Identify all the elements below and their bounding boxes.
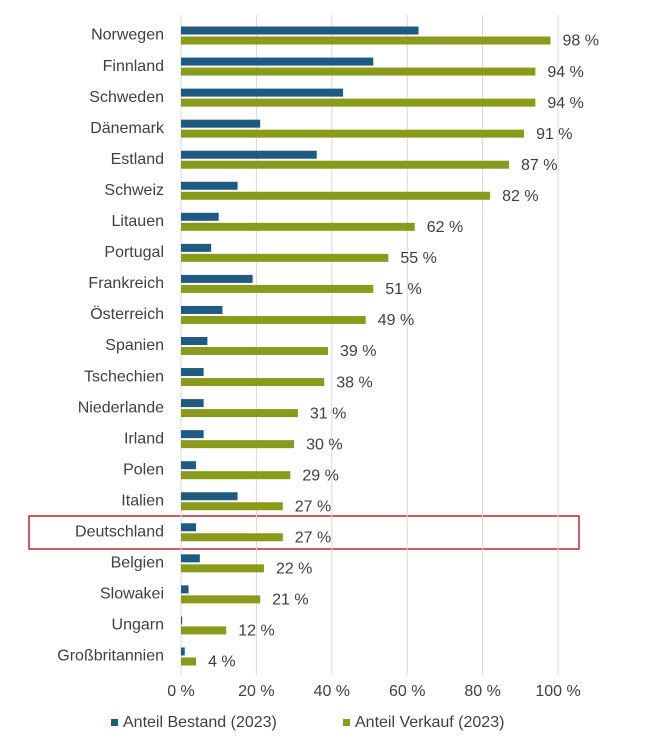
bar: [181, 212, 219, 221]
bar: [181, 191, 491, 200]
bar: [181, 616, 183, 625]
value-label: 38 %: [336, 374, 372, 391]
y-tick-label: Dänemark: [90, 120, 165, 137]
x-tick-label: 0 %: [167, 683, 195, 700]
value-label: 62 %: [427, 219, 463, 236]
value-label: 21 %: [272, 592, 308, 609]
y-tick-label: Großbritannien: [57, 648, 164, 665]
bar: [181, 492, 238, 501]
legend-label: Anteil Verkauf (2023): [355, 714, 504, 731]
x-tick-label: 20 %: [238, 683, 274, 700]
y-tick-label: Estland: [111, 151, 164, 168]
value-label: 51 %: [385, 281, 421, 298]
x-tick-label: 80 %: [464, 683, 500, 700]
value-label: 91 %: [536, 126, 572, 143]
bar: [181, 368, 204, 377]
value-label: 55 %: [400, 250, 436, 267]
y-tick-label: Frankreich: [88, 275, 164, 292]
bar: [181, 554, 200, 563]
x-tick-label: 40 %: [314, 683, 350, 700]
bar: [181, 595, 261, 604]
y-tick-label: Finnland: [103, 58, 164, 75]
bar: [181, 305, 223, 314]
bar: [181, 471, 291, 480]
bar: [181, 119, 261, 128]
bar: [181, 160, 509, 169]
bar: [181, 98, 536, 107]
y-tick-label: Schweiz: [104, 182, 164, 199]
bar: [181, 36, 551, 45]
value-label: 22 %: [276, 561, 312, 578]
value-label: 27 %: [295, 530, 331, 547]
bar: [181, 647, 185, 656]
value-label: 87 %: [521, 157, 557, 174]
bar: [181, 399, 204, 408]
bar: [181, 222, 415, 231]
y-tick-label: Irland: [124, 430, 164, 447]
legend-swatch: [111, 719, 118, 726]
bar: [181, 274, 253, 283]
bar: [181, 315, 366, 324]
y-tick-label: Deutschland: [75, 524, 164, 541]
bar: [181, 150, 317, 159]
bar: [181, 502, 283, 511]
bar: [181, 440, 295, 449]
y-tick-label: Norwegen: [91, 27, 164, 44]
legend-swatch: [343, 719, 350, 726]
bar: [181, 378, 325, 387]
y-tick-label: Litauen: [112, 213, 165, 230]
highlight-box: [28, 515, 580, 550]
bar: [181, 430, 204, 439]
bar: [181, 585, 189, 594]
bar: [181, 88, 344, 97]
bar: [181, 657, 197, 666]
bar: [181, 347, 329, 355]
bar: [181, 461, 197, 470]
y-tick-label: Polen: [123, 461, 164, 478]
x-tick-label: 60 %: [389, 683, 425, 700]
bar: [181, 243, 212, 252]
bar: [181, 57, 374, 66]
y-tick-label: Tschechien: [84, 368, 164, 385]
value-label: 4 %: [208, 654, 236, 671]
bar: [181, 564, 264, 573]
bar: [181, 626, 227, 635]
y-tick-label: Spanien: [105, 337, 164, 354]
value-label: 39 %: [340, 343, 376, 360]
value-label: 27 %: [295, 498, 331, 515]
y-tick-label: Italien: [121, 492, 164, 509]
value-label: 82 %: [502, 188, 538, 205]
y-tick-label: Slowakei: [100, 586, 164, 603]
bar: [181, 129, 525, 138]
y-tick-label: Belgien: [111, 555, 164, 572]
value-label: 94 %: [547, 64, 583, 81]
bar: [181, 26, 419, 35]
value-label: 12 %: [238, 623, 274, 640]
y-tick-label: Österreich: [90, 305, 164, 323]
value-label: 29 %: [302, 467, 338, 484]
bar: [181, 67, 536, 76]
value-label: 31 %: [310, 405, 346, 422]
bar: [181, 337, 208, 345]
y-tick-label: Portugal: [104, 244, 164, 261]
y-tick-label: Schweden: [89, 89, 164, 106]
x-tick-label: 100 %: [535, 683, 580, 700]
legend-label: Anteil Bestand (2023): [123, 714, 277, 731]
bar: [181, 409, 298, 418]
value-label: 94 %: [547, 95, 583, 112]
y-tick-label: Niederlande: [78, 399, 164, 416]
bar: [181, 533, 283, 542]
value-label: 98 %: [562, 33, 598, 50]
value-label: 49 %: [378, 312, 414, 329]
bar: [181, 253, 389, 262]
y-tick-label: Ungarn: [112, 617, 164, 634]
bar: [181, 181, 238, 190]
bar: [181, 284, 374, 293]
value-label: 30 %: [306, 436, 342, 453]
bar: [181, 523, 197, 532]
